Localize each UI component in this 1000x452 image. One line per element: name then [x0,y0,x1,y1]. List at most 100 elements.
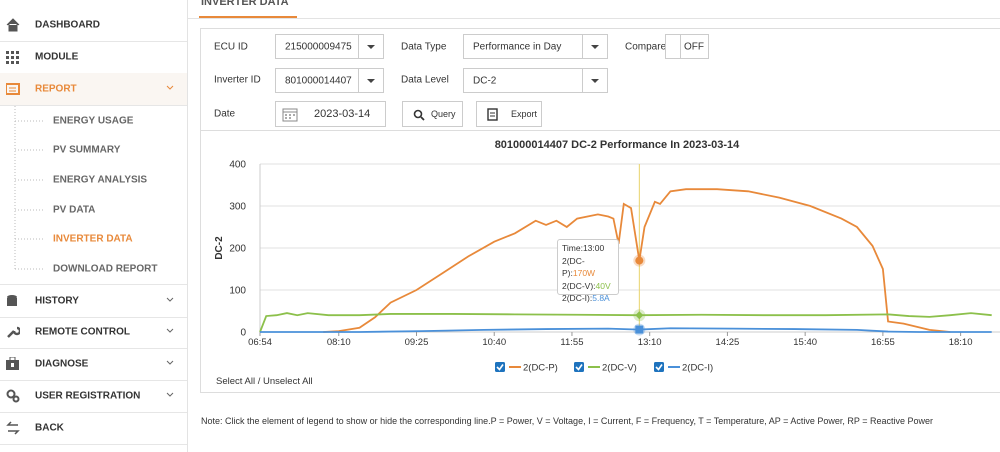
tooltip-series: 2(DC-I): [562,293,593,303]
submenu-tree [14,106,45,270]
select-value: DC-2 [473,75,497,86]
legend-checkbox [654,362,664,372]
submenu-item[interactable]: DOWNLOAD REPORT [53,263,158,275]
tooltip-series: 2(DC-P): [562,255,585,279]
tooltip-value: 170W [572,268,596,278]
tooltip-rows: 2(DC-P):170W 2(DC-V):40V 2(DC-I):5.8A [562,255,614,305]
icon [6,357,19,370]
menu-label: MODULE [35,51,79,63]
arrow-icon [591,79,599,83]
dropdown-arrow [358,69,383,92]
legend-label: 2(DC-I) [682,363,713,374]
tooltip: Time:13:00 2(DC-P):170W 2(DC-V):40V 2(DC-I… [557,239,619,303]
legend-checkbox [495,362,505,372]
x-tick-label: 11:55 [560,337,583,348]
menu-item-active[interactable]: REPORT [0,73,187,106]
submenu-item[interactable]: PV SUMMARY [53,144,121,156]
export-button[interactable]: Export [476,101,542,127]
tooltip-time: Time:13:00 [562,242,614,255]
form-label: Data Type [401,41,447,53]
legend-item[interactable]: 2(DC-I) [654,362,713,374]
menu-label: REPORT [35,83,77,95]
x-tick-label: 14:25 [716,337,740,348]
select-all[interactable]: Select All / Unselect All [216,376,313,387]
form-panel [200,28,1000,130]
legend-label: 2(DC-P) [523,363,558,374]
y-tick-label: 400 [229,160,246,171]
icon [6,51,19,64]
hover-marker [635,311,644,320]
tooltip-time-label: Time: [562,243,583,253]
inverter-select[interactable]: 801000014407 [275,68,384,93]
tooltip-row: 2(DC-I):5.8A [562,292,614,305]
select-value: 801000014407 [285,75,352,86]
data-type-select[interactable]: Performance in Day [463,34,608,59]
x-tick-label: 10:40 [482,337,506,348]
icon [6,83,20,95]
tooltip-row: 2(DC-P):170W [562,255,614,280]
chevron [166,297,174,302]
arrow-icon [591,45,599,49]
menu-item[interactable]: REMOTE CONTROL [0,316,187,349]
form-label: Date [214,108,236,120]
menu-label: DIAGNOSE [35,358,89,370]
toggle-knob [666,35,681,58]
x-tick-label: 09:25 [405,337,429,348]
dropdown-arrow [582,69,607,92]
form-label: Compare [625,41,667,53]
icon [6,389,20,403]
menu-label: REMOTE CONTROL [35,326,130,338]
y-axis-label: DC-2 [214,236,225,260]
submenu-item[interactable]: ENERGY ANALYSIS [53,174,148,186]
compare-toggle[interactable]: OFF [665,34,709,59]
chart-panel [200,130,1000,393]
date-value: 2023-03-14 [314,108,371,120]
checkmark [655,364,663,371]
menu-label: HISTORY [35,295,79,307]
x-tick-label: 16:55 [871,337,895,348]
menu-label: DASHBOARD [35,19,100,31]
note: Note: Click the element of legend to sho… [201,416,933,426]
tooltip-series: 2(DC-V): [562,280,596,291]
legend-item[interactable]: 2(DC-P) [495,362,558,374]
tooltip-value: 5.8A [592,293,610,303]
query-button[interactable]: Query [402,101,463,127]
menu-item[interactable]: DASHBOARD [0,9,187,42]
submenu-item-active[interactable]: INVERTER DATA [53,233,133,245]
chevron [166,85,174,90]
x-tick-label: 13:10 [638,337,662,348]
form-label: Inverter ID [214,74,261,86]
menu-item[interactable]: DIAGNOSE [0,348,187,381]
search-icon [413,109,425,121]
ecu-select[interactable]: 215000009475 [275,34,384,59]
x-tick-label: 08:10 [327,337,351,348]
submenu-item[interactable]: ENERGY USAGE [53,115,134,127]
dropdown-arrow [582,35,607,58]
title-underline [199,16,297,18]
form-label: Data Level [401,74,449,86]
sidebar: DASHBOARD MODULE REPORT ENERGY USAGE PV … [0,0,188,452]
menu-item[interactable]: USER REGISTRATION [0,380,187,413]
menu-item[interactable]: BACK [0,412,187,445]
chevron [166,392,174,397]
toggle-text: OFF [684,41,704,52]
y-tick-label: 200 [229,244,246,255]
legend-checkbox [574,362,584,372]
select-value: 215000009475 [285,41,352,52]
menu-item[interactable]: HISTORY [0,284,187,318]
x-tick-label: 18:10 [949,337,973,348]
checkmark [496,364,504,371]
data-level-select[interactable]: DC-2 [463,68,608,93]
legend-item[interactable]: 2(DC-V) [574,362,637,374]
calendar-icon [282,108,298,122]
legend-label: 2(DC-V) [602,363,637,374]
select-value: Performance in Day [473,41,562,52]
date-input[interactable]: 2023-03-14 [275,101,386,127]
button-text: Query [431,109,456,119]
chevron [166,328,174,333]
submenu-item[interactable]: PV DATA [53,204,96,216]
x-tick-label: 15:40 [793,337,817,348]
series-line [259,312,992,333]
